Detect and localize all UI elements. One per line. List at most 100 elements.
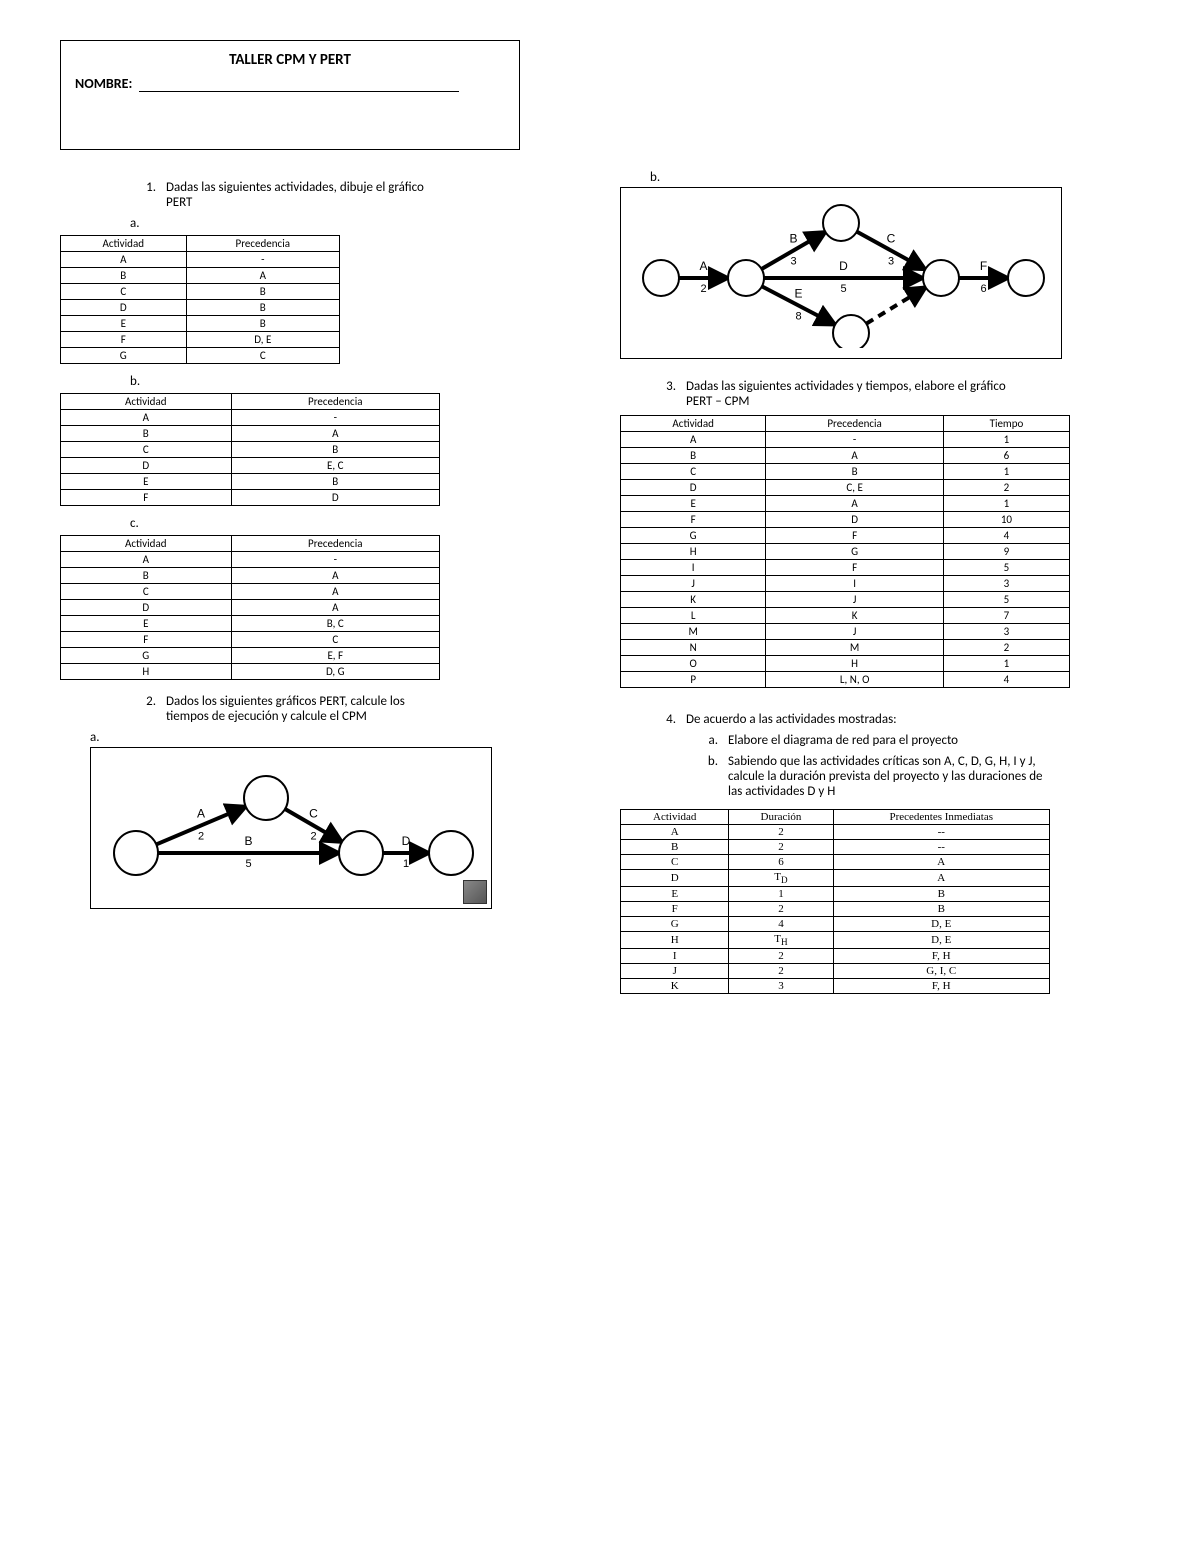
- table-cell: 1: [729, 887, 833, 902]
- table-cell: 3: [729, 979, 833, 994]
- table-cell: --: [833, 825, 1050, 840]
- table-cell: A: [621, 432, 766, 448]
- table-row: G4D, E: [621, 917, 1050, 932]
- table-cell: A: [231, 600, 439, 616]
- table-row: EB: [61, 316, 340, 332]
- table-cell: C: [61, 442, 232, 458]
- q4b-letter: b.: [692, 754, 728, 769]
- table-cell: B: [186, 300, 339, 316]
- table-cell: K: [621, 592, 766, 608]
- table-row: DB: [61, 300, 340, 316]
- table-cell: A: [61, 552, 232, 568]
- table-row: CB: [61, 442, 440, 458]
- table-cell: G: [621, 528, 766, 544]
- table-cell: A: [231, 568, 439, 584]
- q1a-letter: a.: [130, 216, 580, 231]
- table-cell: 2: [729, 949, 833, 964]
- table-header: Precedentes Inmediatas: [833, 810, 1050, 825]
- table-row: A-1: [621, 432, 1070, 448]
- table-cell: I: [766, 576, 944, 592]
- q4a-letter: a.: [692, 733, 728, 748]
- table-cell: 5: [943, 592, 1069, 608]
- table-row: DTDA: [621, 870, 1050, 887]
- table-header: Precedencia: [231, 536, 439, 552]
- table-cell: L, N, O: [766, 672, 944, 688]
- table-row: EA1: [621, 496, 1070, 512]
- q3-text: Dadas las siguientes actividades y tiemp…: [686, 379, 1026, 409]
- table-cell: O: [621, 656, 766, 672]
- table-cell: 1: [943, 432, 1069, 448]
- table-row: CB1: [621, 464, 1070, 480]
- table-cell: M: [766, 640, 944, 656]
- q4b-text: Sabiendo que las actividades críticas so…: [728, 754, 1048, 799]
- table-row: BA: [61, 568, 440, 584]
- q3-table: ActividadPrecedenciaTiempo A-1BA6CB1DC, …: [620, 415, 1070, 688]
- table-cell: B: [231, 442, 439, 458]
- table-cell: TD: [729, 870, 833, 887]
- table-cell: C: [186, 348, 339, 364]
- q4-number: 4.: [650, 712, 686, 727]
- table-header: Tiempo: [943, 416, 1069, 432]
- table-row: BA: [61, 268, 340, 284]
- table-cell: --: [833, 840, 1050, 855]
- table-cell: F: [621, 902, 729, 917]
- table-cell: E, F: [231, 648, 439, 664]
- table-row: F2B: [621, 902, 1050, 917]
- table-row: I2F, H: [621, 949, 1050, 964]
- table-cell: 9: [943, 544, 1069, 560]
- table-cell: -: [766, 432, 944, 448]
- svg-text:E: E: [794, 287, 802, 301]
- q1c-table: ActividadPrecedencia A-BACADAEB, CFCGE, …: [60, 535, 440, 680]
- table-cell: G: [621, 917, 729, 932]
- table-cell: H: [621, 932, 729, 949]
- table-cell: 2: [729, 825, 833, 840]
- svg-text:5: 5: [840, 283, 846, 295]
- table-cell: D: [61, 300, 187, 316]
- svg-text:D: D: [839, 259, 848, 273]
- table-cell: B: [621, 448, 766, 464]
- table-cell: F: [61, 632, 232, 648]
- table-row: DC, E2: [621, 480, 1070, 496]
- table-cell: A: [61, 410, 232, 426]
- right-column: b. A2B3C3D5E8F6 3. Dadas las siguientes …: [620, 170, 1140, 1004]
- table-cell: L: [621, 608, 766, 624]
- table-row: FD, E: [61, 332, 340, 348]
- table-row: BA: [61, 426, 440, 442]
- table-header: Duración: [729, 810, 833, 825]
- table-row: FD10: [621, 512, 1070, 528]
- table-cell: -: [231, 410, 439, 426]
- table-cell: 2: [729, 840, 833, 855]
- table-cell: C: [621, 855, 729, 870]
- table-header: Precedencia: [231, 394, 439, 410]
- table-row: C6A: [621, 855, 1050, 870]
- table-cell: F: [621, 512, 766, 528]
- table-cell: 4: [943, 672, 1069, 688]
- doc-title: TALLER CPM Y PERT: [75, 51, 505, 69]
- svg-text:6: 6: [980, 283, 986, 295]
- table-cell: J: [621, 964, 729, 979]
- table-cell: K: [621, 979, 729, 994]
- table-cell: D, G: [231, 664, 439, 680]
- table-row: A2--: [621, 825, 1050, 840]
- table-cell: D, E: [833, 932, 1050, 949]
- q2-number: 2.: [130, 694, 166, 709]
- table-cell: H: [766, 656, 944, 672]
- table-cell: 10: [943, 512, 1069, 528]
- table-cell: F, H: [833, 979, 1050, 994]
- svg-text:1: 1: [403, 858, 409, 870]
- svg-text:2: 2: [310, 831, 316, 843]
- svg-text:A: A: [699, 259, 707, 273]
- table-cell: G: [61, 348, 187, 364]
- q1-text: Dadas las siguientes actividades, dibuje…: [166, 180, 446, 210]
- q2-text: Dados los siguientes gráficos PERT, calc…: [166, 694, 446, 724]
- svg-text:2: 2: [700, 283, 706, 295]
- q2-diagram-a: A2C2B5D1: [90, 747, 492, 909]
- q1a-table: ActividadPrecedencia A-BACBDBEBFD, EGC: [60, 235, 340, 364]
- table-row: HTHD, E: [621, 932, 1050, 949]
- q1b-letter: b.: [130, 374, 580, 389]
- nombre-row: NOMBRE:: [75, 75, 505, 92]
- q1-number: 1.: [130, 180, 166, 195]
- table-cell: D: [621, 480, 766, 496]
- svg-text:3: 3: [790, 256, 796, 268]
- table-cell: G, I, C: [833, 964, 1050, 979]
